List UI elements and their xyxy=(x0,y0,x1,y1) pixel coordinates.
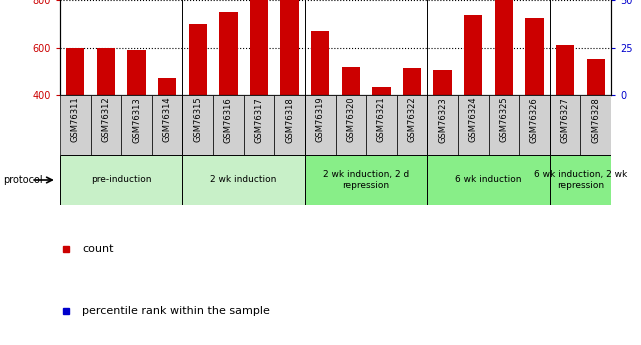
Bar xyxy=(305,95,335,155)
Text: GSM76321: GSM76321 xyxy=(377,97,386,142)
Bar xyxy=(556,45,574,95)
Text: GSM76313: GSM76313 xyxy=(132,97,141,142)
Text: percentile rank within the sample: percentile rank within the sample xyxy=(82,306,270,316)
Text: GSM76316: GSM76316 xyxy=(224,97,233,142)
Bar xyxy=(580,95,611,155)
Bar xyxy=(342,67,360,95)
Bar xyxy=(550,95,580,155)
Bar xyxy=(311,31,329,95)
Bar xyxy=(464,15,483,95)
Bar xyxy=(213,95,244,155)
Bar xyxy=(335,95,366,155)
Bar xyxy=(433,70,452,95)
Bar xyxy=(66,48,85,95)
Text: GSM76324: GSM76324 xyxy=(469,97,478,142)
Bar xyxy=(60,95,90,155)
Text: GSM76312: GSM76312 xyxy=(101,97,110,142)
Text: count: count xyxy=(82,244,113,254)
Text: GSM76328: GSM76328 xyxy=(591,97,600,142)
Bar xyxy=(158,78,176,95)
Text: GSM76327: GSM76327 xyxy=(561,97,570,142)
Text: GSM76317: GSM76317 xyxy=(254,97,263,142)
Bar xyxy=(495,0,513,95)
Text: 2 wk induction, 2 d
repression: 2 wk induction, 2 d repression xyxy=(323,170,409,190)
Bar xyxy=(372,87,390,95)
Text: GSM76326: GSM76326 xyxy=(530,97,539,142)
Bar xyxy=(280,0,299,95)
Text: GSM76318: GSM76318 xyxy=(285,97,294,142)
Bar xyxy=(250,0,268,95)
Text: GSM76325: GSM76325 xyxy=(499,97,508,142)
Bar xyxy=(274,95,305,155)
Text: GSM76320: GSM76320 xyxy=(346,97,355,142)
Bar xyxy=(458,95,488,155)
Text: GSM76323: GSM76323 xyxy=(438,97,447,142)
Text: pre-induction: pre-induction xyxy=(91,176,151,185)
Text: 6 wk induction, 2 wk
repression: 6 wk induction, 2 wk repression xyxy=(534,170,627,190)
Bar xyxy=(525,18,544,95)
Bar xyxy=(244,95,274,155)
Bar xyxy=(128,50,146,95)
Text: GSM76315: GSM76315 xyxy=(193,97,203,142)
Bar xyxy=(60,155,183,205)
Bar xyxy=(550,155,611,205)
Bar xyxy=(428,95,458,155)
Bar xyxy=(428,155,550,205)
Text: protocol: protocol xyxy=(3,175,43,185)
Text: 6 wk induction: 6 wk induction xyxy=(455,176,522,185)
Bar xyxy=(97,48,115,95)
Bar xyxy=(519,95,550,155)
Text: GSM76311: GSM76311 xyxy=(71,97,80,142)
Bar xyxy=(188,24,207,95)
Bar xyxy=(219,12,238,95)
Bar xyxy=(90,95,121,155)
Text: GSM76322: GSM76322 xyxy=(408,97,417,142)
Bar xyxy=(587,59,605,95)
Bar xyxy=(366,95,397,155)
Bar xyxy=(183,155,305,205)
Bar xyxy=(305,155,428,205)
Bar xyxy=(121,95,152,155)
Bar xyxy=(397,95,428,155)
Bar xyxy=(403,68,421,95)
Text: GSM76314: GSM76314 xyxy=(163,97,172,142)
Text: 2 wk induction: 2 wk induction xyxy=(210,176,277,185)
Bar xyxy=(183,95,213,155)
Text: GSM76319: GSM76319 xyxy=(316,97,325,142)
Bar xyxy=(488,95,519,155)
Bar xyxy=(152,95,183,155)
